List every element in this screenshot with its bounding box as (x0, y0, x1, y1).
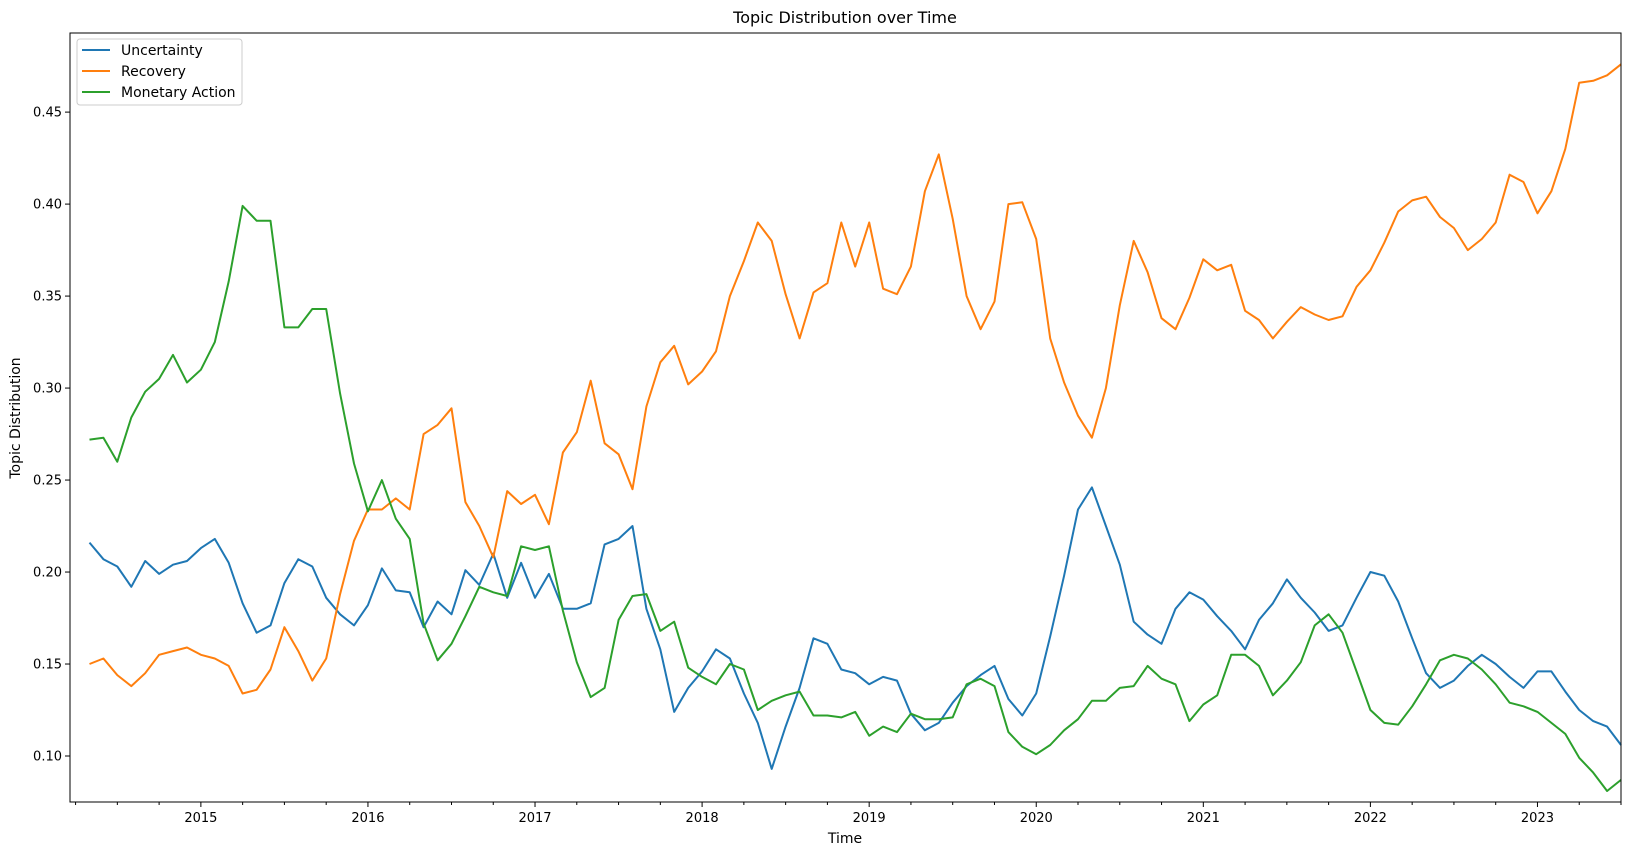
x-tick-label: 2018 (686, 811, 719, 826)
legend: Uncertainty Recovery Monetary Action (76, 38, 243, 106)
x-tick-label: 2017 (518, 811, 551, 826)
plot-frame (69, 32, 1622, 803)
legend-box (76, 38, 243, 106)
y-tick-label: 0.35 (33, 290, 62, 305)
x-tick-label: 2015 (184, 811, 217, 826)
plot-area (88, 63, 1622, 792)
legend-label: Monetary Action (121, 85, 236, 101)
chart-title: Topic Distribution over Time (732, 8, 957, 27)
legend-label: Uncertainty (121, 43, 203, 59)
x-axis-title: Time (827, 831, 862, 847)
y-axis: 0.10 0.15 0.20 0.25 0.30 0.35 0.40 0.45 (33, 106, 70, 765)
y-tick-label: 0.30 (33, 382, 62, 397)
y-tick-label: 0.25 (33, 474, 62, 489)
legend-label: Recovery (121, 64, 186, 80)
y-tick-label: 0.15 (33, 658, 62, 673)
y-tick-label: 0.45 (33, 106, 62, 121)
series-line-recovery (89, 63, 1622, 695)
series-line-monetary-action (89, 204, 1622, 792)
x-tick-label: 2020 (1020, 811, 1053, 826)
x-tick-label: 2016 (351, 811, 384, 826)
series-line-uncertainty (88, 486, 1622, 770)
x-tick-label: 2022 (1354, 811, 1387, 826)
x-tick-label: 2019 (853, 811, 886, 826)
x-axis: 2015 2016 2017 2018 2019 2020 2021 2022 2023 (75, 802, 1622, 826)
x-tick-label: 2023 (1521, 811, 1554, 826)
y-tick-label: 0.20 (33, 566, 62, 581)
y-tick-label: 0.40 (33, 198, 62, 213)
y-tick-label: 0.10 (33, 750, 62, 765)
x-tick-label: 2021 (1187, 811, 1220, 826)
y-axis-title: Topic Distribution (8, 357, 24, 479)
